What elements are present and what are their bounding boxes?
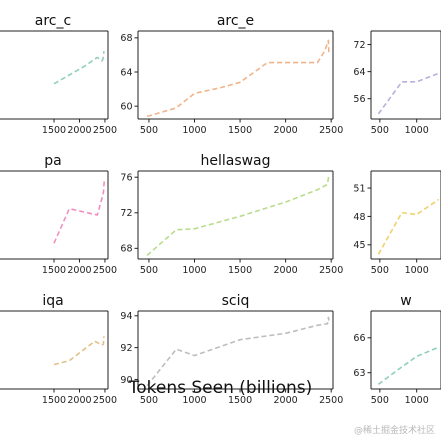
subplot-pa: pa 1500 2000 2500 [0,153,117,276]
subplot-w: w 500 1000 63 66 [353,293,441,406]
x-tick-label: 2000 [67,395,91,406]
x-tick-label: 2000 [274,395,298,406]
x-tick-label: 500 [371,395,389,406]
x-tick-label: 1500 [42,265,66,276]
y-tick-label: 60 [120,102,132,113]
x-tick-label: 2000 [274,125,298,136]
data-series-line [53,178,106,244]
data-series-line [377,346,440,385]
x-tick-label: 2500 [319,395,343,406]
x-tick-label: 1000 [182,265,206,276]
y-tick-label: 76 [120,173,132,184]
subplot-title: arc_c [35,13,71,29]
watermark: @稀土掘金技术社区 [353,426,435,436]
data-series-line [377,198,440,255]
y-tick-label: 64 [353,67,365,78]
x-tick-label: 500 [140,125,158,136]
x-tick-label: 1000 [182,125,206,136]
x-tick-label: 1000 [405,265,429,276]
y-tick-label: 64 [120,67,132,78]
y-tick-label: 66 [353,333,365,344]
subplot-title: sciq [222,293,250,309]
x-tick-label: 2500 [93,395,117,406]
y-tick-label: 72 [353,40,365,51]
x-tick-label: 1000 [405,125,429,136]
subplot-title: pa [44,153,61,169]
subplot-title: iqa [42,293,63,309]
x-tick-label: 500 [371,265,389,276]
subplot-iqa: iqa 1500 2000 2500 [0,293,117,406]
y-tick-label: 92 [120,343,132,354]
x-tick-label: 500 [140,265,158,276]
y-tick-label: 72 [120,208,132,219]
x-tick-label: 500 [140,395,158,406]
data-series-line [53,336,105,366]
data-series-line [377,72,440,115]
data-series-line [53,51,105,85]
x-tick-label: 2500 [93,125,117,136]
y-tick-label: 63 [353,368,365,379]
subplot-title: hellaswag [200,153,270,169]
y-tick-label: 56 [353,94,365,105]
shared-x-axis-label: Tokens Seen (billions) [128,378,313,398]
subplot-panel-6: 500 1000 45 48 51 [353,170,441,276]
y-tick-label: 94 [120,311,132,322]
y-tick-label: 48 [353,212,365,223]
subplot-title: w [400,293,411,309]
data-series-line [146,174,331,257]
y-tick-label: 68 [120,244,132,255]
y-tick-label: 45 [353,240,365,251]
subplot-sciq: sciq 500 1000 1500 2000 2500 90 92 94 [120,293,343,406]
x-tick-label: 1500 [42,395,66,406]
y-tick-label: 51 [353,183,365,194]
x-tick-label: 2500 [319,265,343,276]
subplot-panel-3: 500 1000 56 64 72 [353,30,441,136]
x-tick-label: 1000 [405,395,429,406]
x-tick-label: 1500 [228,125,252,136]
x-tick-label: 1500 [228,265,252,276]
subplot-arc_e: arc_e 500 1000 1500 2000 2500 60 64 68 [120,13,343,136]
x-tick-label: 1000 [182,395,206,406]
x-tick-label: 500 [371,125,389,136]
x-tick-label: 2000 [274,265,298,276]
subplot-hellaswag: hellaswag 500 1000 1500 2000 2500 68 72 76 [120,153,343,276]
x-tick-label: 2500 [319,125,343,136]
x-tick-label: 1500 [228,395,252,406]
y-tick-label: 90 [120,375,132,386]
x-tick-label: 1500 [42,125,66,136]
subplot-arc_c: arc_c 1500 2000 2500 [0,13,117,136]
y-tick-label: 68 [120,33,132,44]
x-tick-label: 2500 [93,265,117,276]
subplot-title: arc_e [217,13,254,29]
data-series-line [146,316,331,387]
x-tick-label: 2000 [67,265,91,276]
data-series-line [146,39,330,118]
x-tick-label: 2000 [67,125,91,136]
